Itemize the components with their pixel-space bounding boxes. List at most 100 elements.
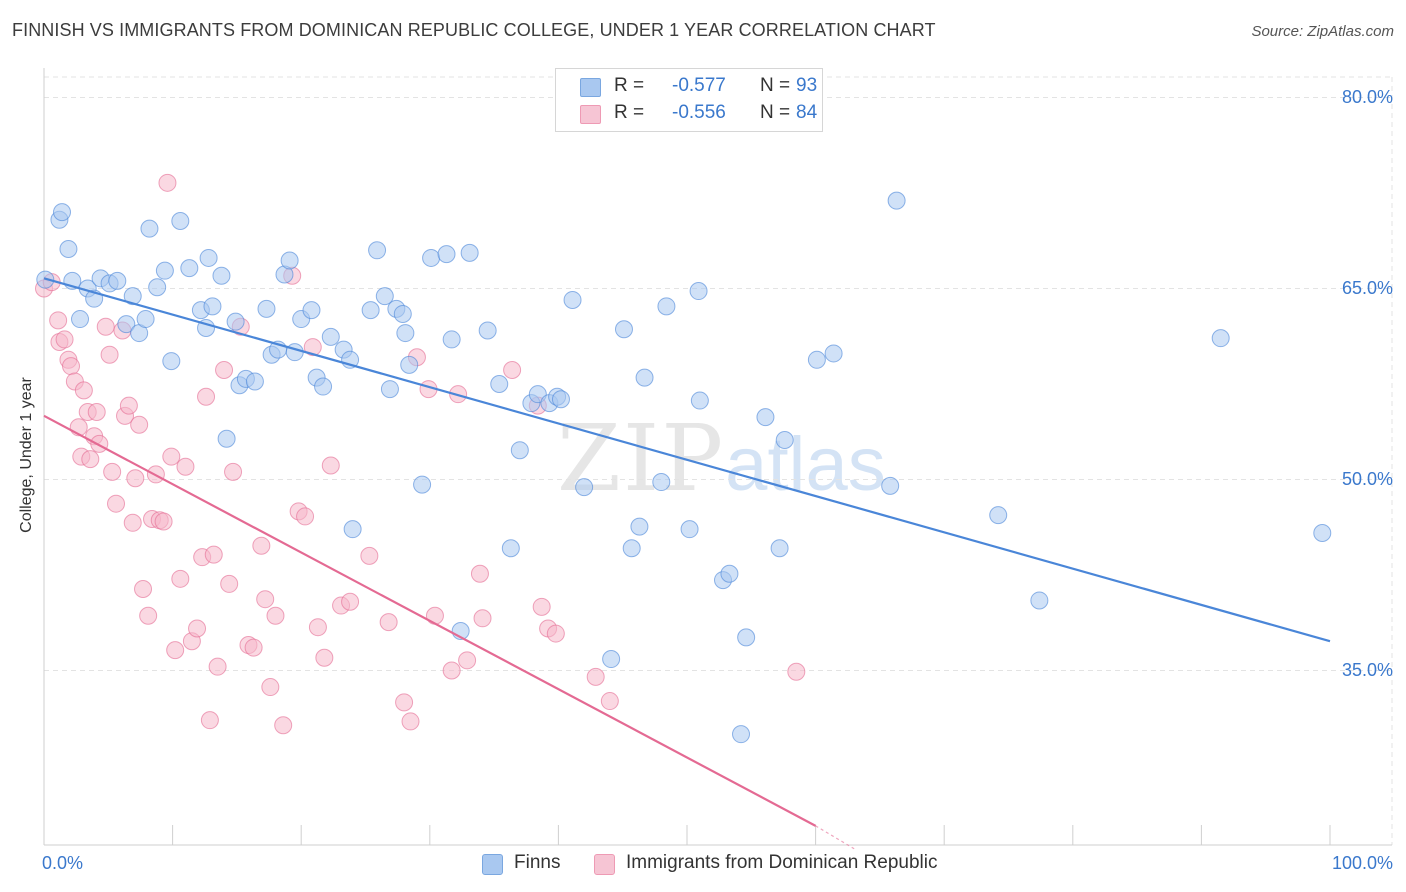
finns-point [824,344,843,363]
finns-point [171,212,190,231]
dominican-point [96,317,115,336]
legend-swatch-finns [580,78,601,97]
dominican-trend-line [43,414,817,827]
legend-n-value: 93 [796,75,818,96]
dominican-point [315,648,334,667]
dominican-trend-extension [815,825,855,850]
dominican-point [470,564,489,583]
dominican-point [90,434,109,453]
dominican-point [266,606,285,625]
finns-point [575,478,594,497]
finns-point [422,248,441,267]
dominican-point [442,661,461,680]
dominican-point [49,311,68,330]
legend-n-label: N = [760,75,791,96]
dominican-point [107,494,126,513]
legend-r-value: -0.577 [672,75,726,96]
finns-point [375,287,394,306]
dominican-point [87,403,106,422]
finns-point [117,315,136,334]
dominican-point [158,173,177,192]
finns-point [162,352,181,371]
dominican-point [401,712,420,731]
finns-point [881,476,900,495]
finns-point [770,539,789,558]
dominican-point [360,546,379,565]
finns-point [155,261,174,280]
dominican-point [162,447,181,466]
finns-point [635,368,654,387]
legend-n-value: 84 [796,102,818,123]
finns-point [180,259,199,278]
dominican-point [119,396,138,415]
finns-point [887,191,906,210]
dominican-point [274,716,293,735]
finns-point [302,301,321,320]
finns-point [108,271,127,290]
finns-point [59,240,78,259]
y-axis-label: College, Under 1 year [18,377,35,533]
series-legend: Finns Immigrants from Dominican Republic [0,852,1406,878]
dominican-point [188,619,207,638]
finns-point [321,327,340,346]
finns-point [212,266,231,285]
dominican-point [224,462,243,481]
finns-point [257,299,276,318]
dominican-point [197,387,216,406]
finns-point [690,391,709,410]
finns-point [478,321,497,340]
finns-point [680,520,699,539]
finns-point [226,312,245,331]
dominican-point [126,469,145,488]
legend-swatch-dominican [594,854,615,875]
finns-point [314,377,333,396]
grid-lines [44,76,1393,845]
series-dominican-points [35,173,806,735]
finns-point [368,241,387,260]
finns-point [280,251,299,270]
dominican-point [303,338,322,357]
source-credit: Source: ZipAtlas.com [1251,23,1394,40]
dominican-point [62,357,81,376]
finns-point [245,372,264,391]
y-tick-label: 50.0% [1341,468,1393,489]
legend-r-label: R = [614,75,645,96]
dominican-point [546,624,565,643]
dominican-point [503,360,522,379]
finns-point [490,375,509,393]
dominican-point [458,651,477,670]
finns-point [1313,523,1332,542]
finns-point [614,320,633,339]
finns-point [148,278,167,297]
dominican-point [244,638,263,657]
dominican-point [425,606,444,625]
finns-point [380,380,399,399]
finns-point [622,539,641,558]
finns-point [123,287,142,306]
dominican-point [252,536,271,555]
dominican-point [379,613,398,632]
dominican-point [261,678,280,697]
dominican-point [134,580,153,599]
legend-label-dominican: Immigrants from Dominican Republic [626,852,938,873]
finns-point [689,282,708,301]
finns-point [361,301,380,320]
finns-point [501,539,520,558]
finns-point [140,219,159,238]
finns-point [563,290,582,309]
dominican-point [130,415,149,434]
finns-point [396,324,415,343]
finns-point [199,248,218,267]
dominican-point [321,456,340,475]
finns-point [1030,591,1049,610]
dominican-point [600,692,619,711]
legend-r-label: R = [614,102,645,123]
chart-title: FINNISH VS IMMIGRANTS FROM DOMINICAN REP… [12,20,936,40]
x-tick-label: 0.0% [42,853,84,873]
y-tick-label: 65.0% [1341,277,1393,298]
dominican-point [100,345,119,364]
dominican-point [55,330,74,349]
series-finns-points [36,191,1332,744]
finns-point [203,297,222,316]
